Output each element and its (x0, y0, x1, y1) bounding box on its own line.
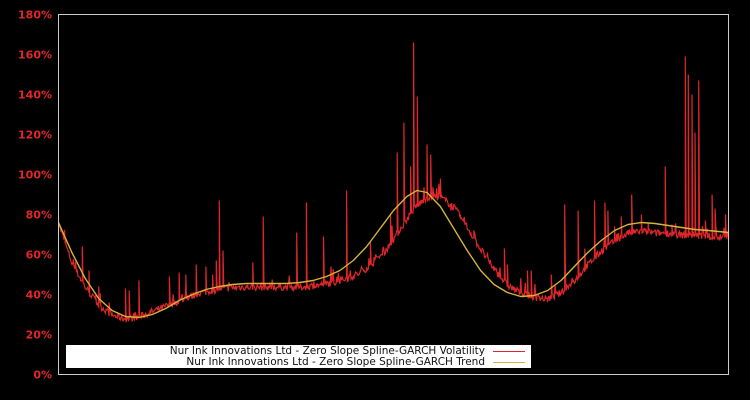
y-tick-label: 60% (26, 249, 52, 262)
y-tick-label: 20% (26, 329, 52, 342)
legend-swatch-volatility (493, 350, 525, 352)
legend-label-volatility: Nur Ink Innovations Ltd - Zero Slope Spl… (169, 345, 485, 357)
volatility-line (58, 42, 730, 323)
legend-swatch-trend (493, 361, 525, 363)
y-tick-label: 80% (26, 209, 52, 222)
legend-item-trend: Nur Ink Innovations Ltd - Zero Slope Spl… (186, 356, 531, 368)
trend-series (57, 189, 729, 319)
y-tick-label: 140% (18, 89, 52, 102)
y-axis-ticks: 0% 20% 40% 60% 80% 100% 120% 140% 160% 180% (18, 9, 52, 382)
legend-label-trend: Nur Ink Innovations Ltd - Zero Slope Spl… (186, 356, 485, 368)
legend-item-volatility: Nur Ink Innovations Ltd - Zero Slope Spl… (170, 345, 531, 357)
y-tick-label: 180% (18, 9, 52, 22)
volatility-series (58, 42, 730, 323)
plot-area-border (58, 14, 729, 375)
y-tick-label: 100% (18, 169, 52, 182)
y-tick-label: 40% (26, 289, 52, 302)
legend: Nur Ink Innovations Ltd - Zero Slope Spl… (66, 345, 531, 368)
trend-line (57, 189, 729, 319)
y-tick-label: 120% (18, 129, 52, 142)
y-tick-label: 160% (18, 49, 52, 62)
y-tick-label: 0% (33, 369, 52, 382)
